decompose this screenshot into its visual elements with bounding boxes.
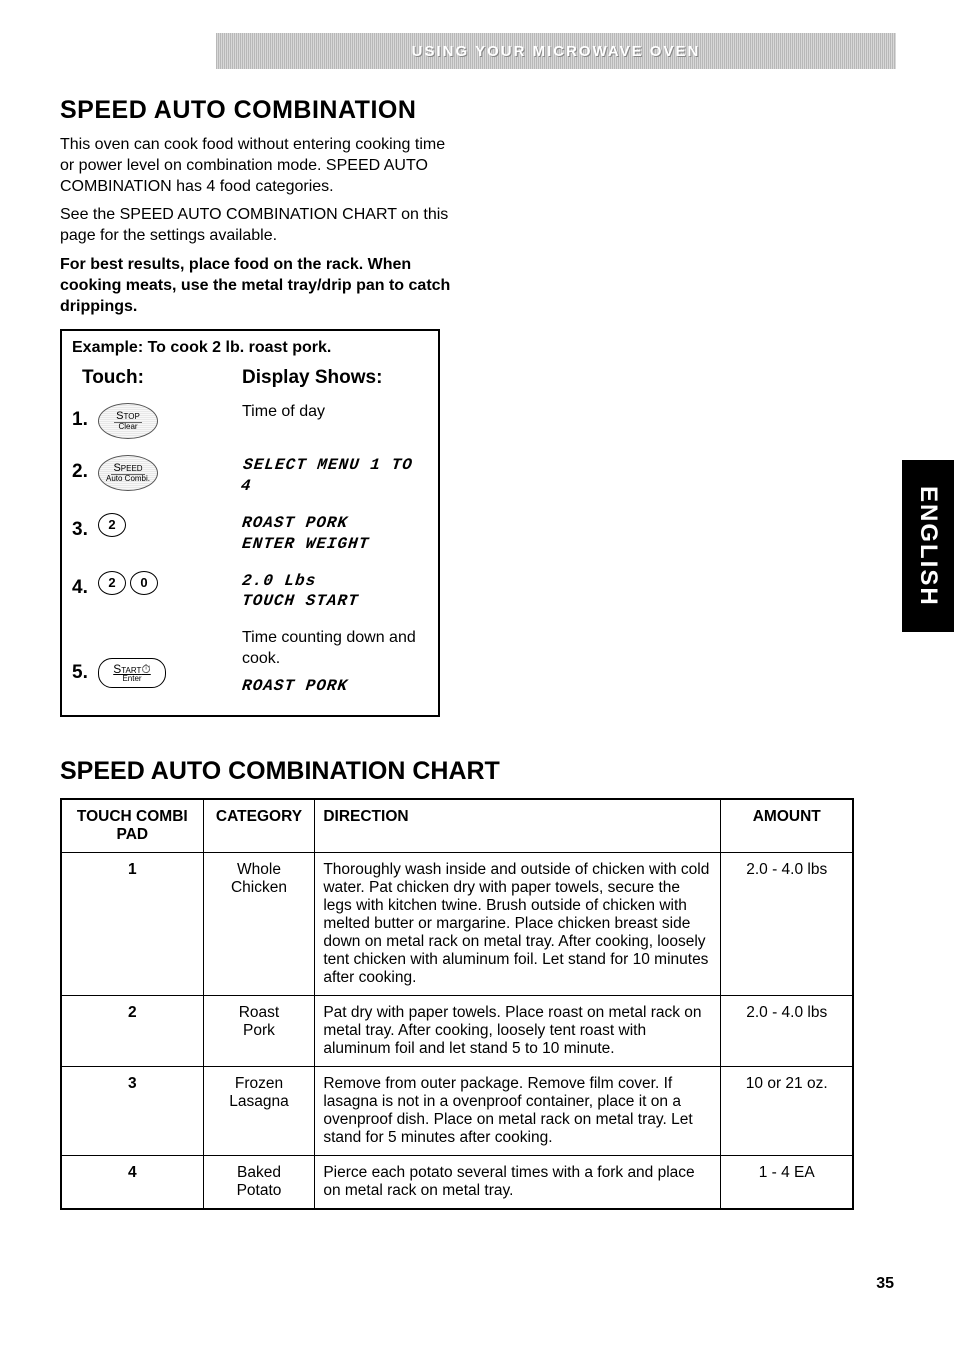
cell-amount: 2.0 - 4.0 lbs [721, 995, 853, 1066]
table-row: 1WholeChickenThoroughly wash inside and … [61, 852, 853, 995]
step-button-area: Stop Clear [98, 403, 242, 439]
cell-category: RoastPork [203, 995, 315, 1066]
step-number: 1. [72, 403, 98, 431]
header-section-title: USING YOUR MICROWAVE OVEN [412, 43, 701, 60]
language-side-tab: ENGLISH [902, 460, 954, 632]
example-step: 2. Speed Auto Combi. SELECT MENU 1 TO 4 [72, 455, 428, 497]
table-row: 2RoastPorkPat dry with paper towels. Pla… [61, 995, 853, 1066]
example-step: 3. 2 ROAST PORK ENTER WEIGHT [72, 513, 428, 555]
cell-amount: 2.0 - 4.0 lbs [721, 852, 853, 995]
cell-pad: 4 [61, 1155, 203, 1209]
col-header: CATEGORY [203, 799, 315, 853]
step-button-area: 2 0 [98, 571, 242, 595]
language-label: ENGLISH [914, 486, 942, 607]
col-display-header: Display Shows: [242, 367, 382, 389]
intro-p1: This oven can cook food without entering… [60, 135, 460, 197]
number-2-button-icon: 2 [98, 571, 126, 595]
step-number: 3. [72, 513, 98, 541]
col-touch-header: Touch: [72, 367, 242, 389]
stop-clear-button-icon: Stop Clear [98, 403, 158, 439]
number-2-button-icon: 2 [98, 513, 126, 537]
cell-direction: Pierce each potato several times with a … [315, 1155, 721, 1209]
intro-text: This oven can cook food without entering… [60, 135, 894, 317]
step-button-area: Speed Auto Combi. [98, 455, 242, 491]
step-display: Time counting down and cook. ROAST PORK [242, 628, 428, 696]
speed-auto-combi-button-icon: Speed Auto Combi. [98, 455, 158, 491]
example-column-headers: Touch: Display Shows: [72, 367, 428, 389]
number-0-button-icon: 0 [130, 571, 158, 595]
step-display: SELECT MENU 1 TO 4 [242, 455, 428, 497]
combination-chart-table: TOUCH COMBI PAD CATEGORY DIRECTION AMOUN… [60, 798, 854, 1210]
table-header-row: TOUCH COMBI PAD CATEGORY DIRECTION AMOUN… [61, 799, 853, 853]
cell-direction: Pat dry with paper towels. Place roast o… [315, 995, 721, 1066]
example-step: 1. Stop Clear Time of day [72, 403, 428, 439]
step-number: 4. [72, 571, 98, 599]
col-header: TOUCH COMBI PAD [61, 799, 203, 853]
col-header: AMOUNT [721, 799, 853, 853]
cell-pad: 3 [61, 1066, 203, 1155]
cell-amount: 1 - 4 EA [721, 1155, 853, 1209]
cell-category: BakedPotato [203, 1155, 315, 1209]
step-display: 2.0 Lbs TOUCH START [242, 571, 428, 613]
cell-direction: Remove from outer package. Remove film c… [315, 1066, 721, 1155]
step-number: 2. [72, 455, 98, 483]
section-title: SPEED AUTO COMBINATION [60, 96, 894, 125]
cell-pad: 1 [61, 852, 203, 995]
page-content: SPEED AUTO COMBINATION This oven can coo… [60, 96, 894, 1210]
cell-direction: Thoroughly wash inside and outside of ch… [315, 852, 721, 995]
page-number: 35 [876, 1275, 894, 1293]
start-enter-button-icon: Start⏱ Enter [98, 658, 166, 688]
table-row: 3FrozenLasagnaRemove from outer package.… [61, 1066, 853, 1155]
intro-p2: See the SPEED AUTO COMBINATION CHART on … [60, 205, 460, 247]
col-header: DIRECTION [315, 799, 721, 853]
example-step: 4. 2 0 2.0 Lbs TOUCH START [72, 571, 428, 613]
example-step: 5. Start⏱ Enter Time counting down and c… [72, 628, 428, 696]
cell-pad: 2 [61, 995, 203, 1066]
cell-category: WholeChicken [203, 852, 315, 995]
intro-p3-bold: For best results, place food on the rack… [60, 255, 460, 317]
example-box: Example: To cook 2 lb. roast pork. Touch… [60, 329, 440, 716]
table-row: 4BakedPotatoPierce each potato several t… [61, 1155, 853, 1209]
step-number: 5. [72, 628, 98, 684]
example-title: Example: To cook 2 lb. roast pork. [72, 339, 428, 357]
step-button-area: 2 [98, 513, 242, 537]
chart-title: SPEED AUTO COMBINATION CHART [60, 757, 894, 786]
header-bar: USING YOUR MICROWAVE OVEN [216, 33, 896, 69]
step-display: Time of day [242, 403, 428, 421]
cell-amount: 10 or 21 oz. [721, 1066, 853, 1155]
step-button-area: Start⏱ Enter [98, 628, 242, 688]
cell-category: FrozenLasagna [203, 1066, 315, 1155]
step-display: ROAST PORK ENTER WEIGHT [242, 513, 428, 555]
